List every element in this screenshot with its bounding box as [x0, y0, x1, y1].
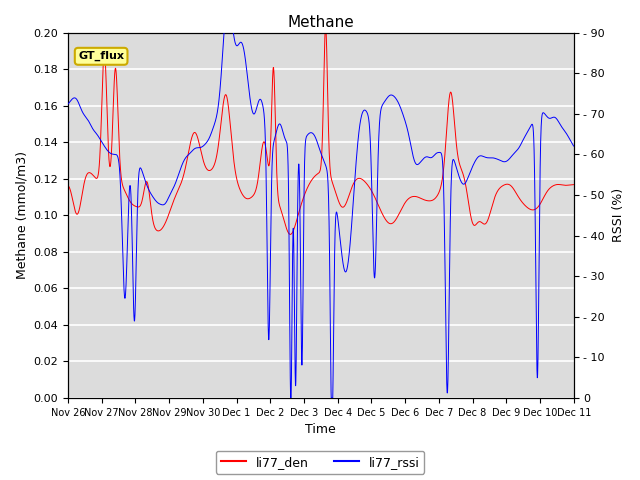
Y-axis label: RSSI (%): RSSI (%) — [612, 188, 625, 242]
Title: Methane: Methane — [287, 15, 355, 30]
X-axis label: Time: Time — [305, 423, 336, 436]
Text: GT_flux: GT_flux — [78, 51, 124, 61]
Y-axis label: Methane (mmol/m3): Methane (mmol/m3) — [15, 151, 28, 279]
Legend: li77_den, li77_rssi: li77_den, li77_rssi — [216, 451, 424, 474]
